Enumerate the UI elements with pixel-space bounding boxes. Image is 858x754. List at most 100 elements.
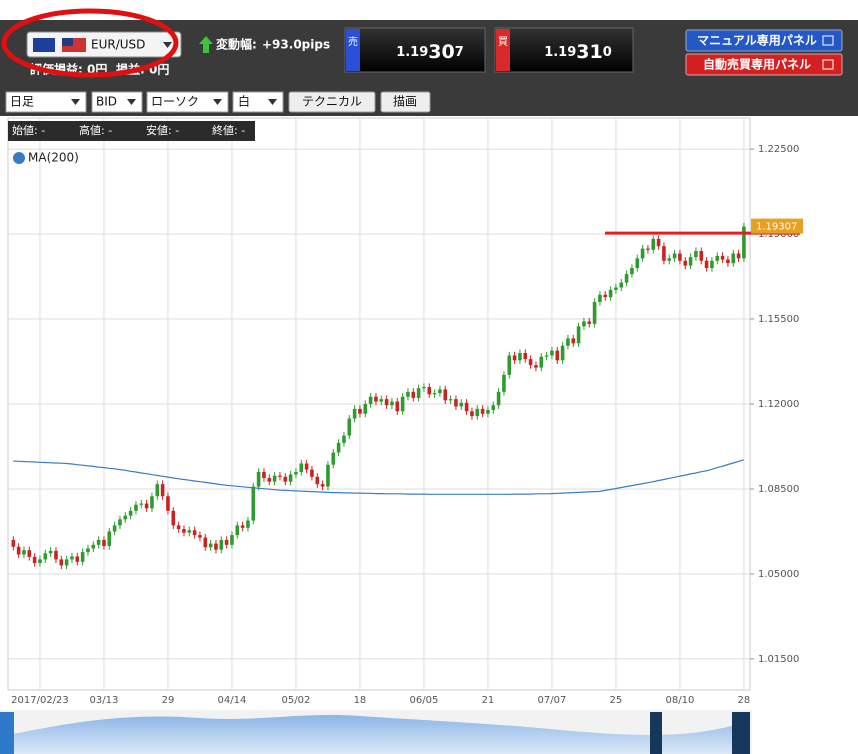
manual-panel-button[interactable] — [685, 29, 843, 52]
candle-body — [491, 405, 496, 411]
x-tick-label: 07/07 — [538, 695, 567, 706]
navigator-handle[interactable] — [650, 712, 662, 754]
candle-body — [91, 544, 96, 549]
candle-body — [352, 408, 357, 419]
timeframe: 日足 — [10, 95, 34, 109]
candle-body — [363, 404, 368, 414]
buy-strip — [496, 29, 510, 71]
change: +93.0pips — [262, 38, 330, 52]
technical-button[interactable] — [288, 91, 376, 113]
sell-box[interactable] — [344, 27, 486, 73]
pair: EUR/USD — [91, 38, 145, 52]
candle-body — [134, 504, 138, 511]
candle-body — [720, 255, 725, 260]
dropdown-arrow — [127, 99, 136, 105]
candle-body — [70, 556, 74, 560]
candle-body — [390, 401, 394, 406]
candle-body — [80, 552, 85, 562]
draw-button[interactable] — [380, 91, 431, 113]
candle-body — [736, 253, 741, 259]
candle-body — [267, 478, 272, 482]
candle-body — [27, 550, 32, 557]
candle-body — [635, 258, 640, 269]
chart-type: ローソク — [151, 95, 199, 109]
candle-body — [432, 393, 437, 395]
candle-body — [320, 484, 325, 487]
candle-body — [571, 338, 576, 344]
candle-body — [59, 559, 64, 566]
candle-body — [96, 539, 101, 545]
candle-body — [480, 408, 485, 414]
technical-label: テクニカル — [302, 95, 362, 109]
candle-body — [86, 548, 90, 553]
candle-body — [123, 515, 128, 520]
sell-price-a: 1.19 — [396, 45, 428, 60]
sell-price-b: 30 — [428, 41, 454, 63]
candle-body — [544, 355, 549, 357]
candle-body — [171, 510, 176, 526]
candle-body — [406, 391, 410, 397]
candle-body — [614, 287, 618, 290]
x-tick-label: 04/14 — [218, 695, 247, 706]
candle-body — [150, 496, 154, 509]
buy-price-c: 0 — [603, 45, 612, 60]
candle-body — [496, 391, 501, 406]
sell-label: 売 — [348, 35, 358, 48]
candle-body — [299, 463, 304, 472]
timeframe-select[interactable] — [5, 91, 87, 113]
dropdown-arrow — [163, 42, 172, 48]
candle-body — [155, 484, 160, 497]
candle-body — [246, 520, 250, 528]
candle-body — [331, 452, 336, 465]
theme-select[interactable] — [232, 91, 284, 113]
candle-body — [507, 355, 512, 375]
x-tick-label: 05/02 — [282, 695, 311, 706]
auto-panel-button[interactable] — [685, 53, 843, 76]
candle-body — [555, 350, 560, 361]
candle-body — [102, 539, 106, 547]
open-info: 始値: - — [12, 123, 45, 137]
candle-body — [518, 353, 522, 361]
buy-box[interactable] — [494, 27, 634, 73]
x-tick-label: 21 — [482, 695, 495, 706]
candle-body — [459, 402, 464, 407]
dropdown-arrow — [268, 99, 277, 105]
chart-type-select[interactable] — [146, 91, 229, 113]
candle-body — [384, 399, 389, 406]
navigator-left[interactable] — [0, 712, 14, 754]
candle-body — [560, 345, 565, 361]
candle-body — [128, 510, 133, 516]
y-tick-label: 1.19000 — [758, 229, 799, 240]
candle-body — [214, 543, 218, 550]
candle-body — [438, 389, 442, 394]
last-price-label: 1.19307 — [756, 222, 797, 233]
candle-body — [187, 530, 192, 533]
candle-body — [48, 550, 53, 554]
candle-body — [144, 503, 149, 509]
candle-body — [336, 442, 341, 453]
candle-body — [219, 539, 224, 550]
candle-body — [358, 408, 362, 414]
sell-strip — [346, 29, 360, 71]
candle-body — [592, 302, 597, 324]
grid — [8, 118, 754, 690]
buy-price-b: 31 — [576, 41, 602, 63]
candle-body — [32, 556, 37, 564]
candle-body — [582, 321, 586, 327]
price-select[interactable] — [91, 91, 143, 113]
candle-body — [667, 258, 672, 261]
candle-body — [699, 251, 704, 261]
candle-body — [288, 474, 293, 482]
candle-body — [688, 257, 693, 266]
candle-body — [224, 539, 229, 545]
candle-body — [475, 408, 480, 417]
candle-body — [112, 525, 117, 532]
candle-body — [528, 359, 533, 366]
candle-body — [539, 356, 544, 368]
candle-body — [470, 411, 474, 417]
candle-body — [710, 260, 714, 269]
x-tick-label: 25 — [610, 695, 623, 706]
navigator-handle[interactable] — [732, 712, 750, 754]
buy-label: 買 — [498, 36, 508, 48]
candle-body — [315, 476, 320, 485]
